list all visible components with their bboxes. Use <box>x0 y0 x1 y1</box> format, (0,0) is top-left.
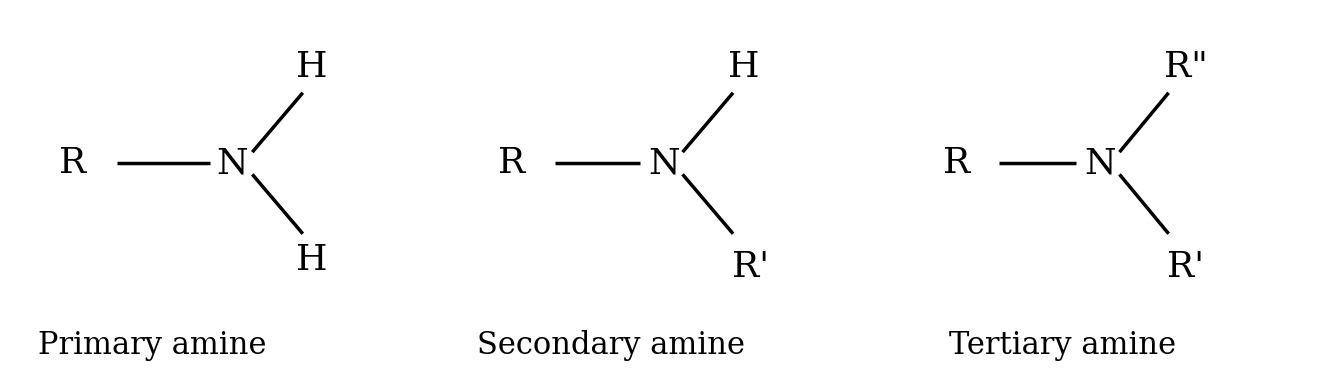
Text: H: H <box>728 50 760 84</box>
Text: H: H <box>296 50 328 84</box>
Text: N: N <box>216 146 248 180</box>
Text: R': R' <box>732 250 769 284</box>
Text: R: R <box>498 146 525 180</box>
Text: Primary amine: Primary amine <box>39 329 267 361</box>
Text: Secondary amine: Secondary amine <box>477 329 745 361</box>
Text: R': R' <box>1167 250 1204 284</box>
Text: N: N <box>648 146 680 180</box>
Text: N: N <box>1084 146 1116 180</box>
Text: H: H <box>296 243 328 277</box>
Text: R: R <box>943 146 969 180</box>
Text: Tertiary amine: Tertiary amine <box>948 329 1177 361</box>
Text: R": R" <box>1165 50 1207 84</box>
Text: R: R <box>60 146 86 180</box>
